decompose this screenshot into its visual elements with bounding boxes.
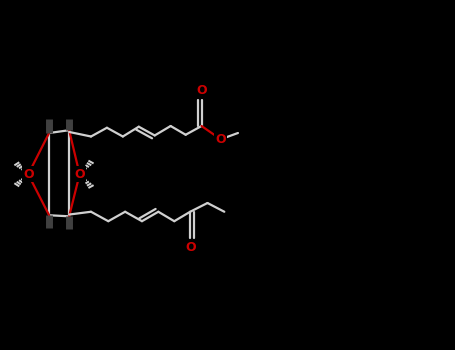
Text: O: O <box>23 168 34 181</box>
Text: O: O <box>215 133 226 146</box>
Text: O: O <box>74 168 85 181</box>
Text: O: O <box>196 84 207 98</box>
Text: O: O <box>185 241 196 254</box>
